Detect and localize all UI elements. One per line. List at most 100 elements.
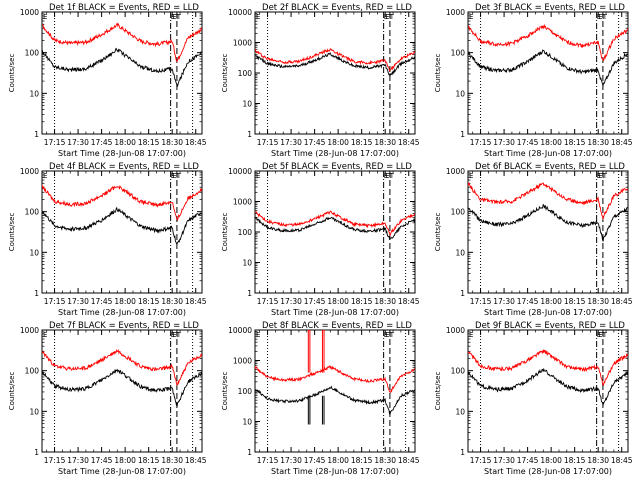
y-tick-label: 1: [34, 448, 39, 457]
chart-title: Det 6f BLACK = Events, RED = LLD: [475, 162, 625, 172]
events-series-line: [468, 367, 628, 406]
y-tick-label: 1000: [233, 198, 252, 207]
chart-title: Det 1f BLACK = Events, RED = LLD: [49, 3, 199, 13]
y-tick-label: 100: [451, 208, 466, 217]
end-marker-label: ET: [384, 13, 393, 21]
x-axis-label: Start Time (28-Jun-08 17:07:00): [58, 308, 186, 317]
y-axis-label: Counts/sec: [8, 54, 16, 93]
x-tick-label: 17:45: [91, 456, 113, 465]
x-tick-label: 18:00: [327, 138, 349, 147]
y-tick-label: 100: [451, 367, 466, 376]
end-marker-label: ET: [172, 172, 181, 180]
events-series-line: [468, 49, 628, 87]
y-tick-label: 10000: [228, 8, 252, 17]
start-marker-label: E: [43, 331, 47, 339]
start-marker-label: E: [256, 172, 260, 180]
y-tick-label: 1: [460, 289, 465, 298]
x-tick-label: 18:45: [398, 456, 420, 465]
x-tick-label: 18:15: [564, 297, 586, 306]
lld-series-line: [255, 48, 415, 72]
end-marker-label: ET: [171, 172, 180, 180]
x-tick-label: 17:15: [44, 297, 66, 306]
x-tick-label: 18:00: [327, 456, 349, 465]
y-tick-label: 10: [455, 407, 465, 416]
x-tick-label: 18:15: [138, 138, 160, 147]
y-tick-label: 10000: [228, 326, 252, 335]
lld-series-line: [42, 22, 202, 63]
x-tick-label: 18:15: [564, 138, 586, 147]
events-series-line: [468, 203, 628, 242]
lld-spike: [307, 330, 311, 373]
chart-title: Det 7f BLACK = Events, RED = LLD: [49, 321, 199, 331]
events-series-line: [42, 206, 202, 245]
end-marker-label: ET: [385, 172, 394, 180]
plot-frame: [467, 11, 629, 135]
y-tick-label: 100: [238, 69, 253, 78]
x-tick-label: 17:15: [470, 138, 492, 147]
x-tick-label: 18:00: [540, 297, 562, 306]
y-tick-label: 10000: [228, 167, 252, 176]
y-tick-label: 1: [460, 130, 465, 139]
x-axis-label: Start Time (28-Jun-08 17:07:00): [484, 467, 612, 476]
start-marker-label: E: [43, 172, 47, 180]
end-marker-label: ET: [597, 331, 606, 339]
x-tick-label: 17:45: [304, 297, 326, 306]
plot-frame: [467, 170, 629, 294]
y-tick-label: 1: [34, 289, 39, 298]
events-dropout: [321, 395, 325, 425]
y-tick-label: 100: [451, 49, 466, 58]
x-tick-label: 17:45: [517, 138, 539, 147]
detector-panel: Det 5f BLACK = Events, RED = LLD Counts/s…: [221, 162, 420, 317]
x-tick-label: 18:30: [374, 456, 396, 465]
events-dropout: [307, 395, 311, 425]
x-tick-label: 18:15: [564, 456, 586, 465]
start-marker-label: E: [469, 13, 473, 21]
y-tick-label: 1000: [20, 326, 39, 335]
lld-spike: [321, 330, 325, 373]
x-tick-label: 17:30: [280, 297, 302, 306]
x-axis-label: Start Time (28-Jun-08 17:07:00): [484, 308, 612, 317]
x-tick-label: 18:00: [327, 297, 349, 306]
x-tick-label: 18:30: [161, 456, 183, 465]
y-tick-label: 10: [242, 259, 252, 268]
start-marker-label: E: [469, 172, 473, 180]
lld-series-line: [468, 182, 628, 221]
end-marker-label: ET: [597, 172, 606, 180]
x-tick-label: 18:15: [351, 456, 373, 465]
y-axis-label: Counts/sec: [8, 213, 16, 252]
x-tick-label: 17:15: [470, 456, 492, 465]
x-tick-label: 17:30: [67, 138, 89, 147]
detector-panel: Det 7f BLACK = Events, RED = LLD Counts/s…: [8, 321, 207, 476]
y-tick-label: 100: [238, 387, 253, 396]
x-tick-label: 17:45: [304, 456, 326, 465]
y-tick-label: 1: [34, 130, 39, 139]
x-axis-label: Start Time (28-Jun-08 17:07:00): [271, 149, 399, 158]
x-axis-label: Start Time (28-Jun-08 17:07:00): [484, 149, 612, 158]
x-tick-label: 18:00: [540, 456, 562, 465]
x-tick-label: 18:45: [611, 456, 633, 465]
x-tick-label: 18:15: [351, 138, 373, 147]
end-marker-label: ET: [384, 172, 393, 180]
detector-panel: Det 8f BLACK = Events, RED = LLD Counts/s…: [221, 321, 420, 476]
y-tick-label: 10: [29, 248, 39, 257]
x-tick-label: 18:45: [398, 138, 420, 147]
chart-title: Det 8f BLACK = Events, RED = LLD: [262, 321, 412, 331]
x-tick-label: 17:30: [67, 456, 89, 465]
y-tick-label: 1000: [20, 8, 39, 17]
x-tick-label: 18:30: [161, 297, 183, 306]
x-tick-label: 18:45: [185, 138, 207, 147]
y-tick-label: 1: [460, 448, 465, 457]
x-axis-label: Start Time (28-Jun-08 17:07:00): [271, 467, 399, 476]
end-marker-label: ET: [171, 331, 180, 339]
plot-frame: [41, 170, 203, 294]
lld-series-line: [468, 349, 628, 387]
x-tick-label: 18:45: [398, 297, 420, 306]
end-marker-label: ET: [172, 13, 181, 21]
y-tick-label: 10: [29, 407, 39, 416]
x-tick-label: 17:30: [493, 297, 515, 306]
x-tick-label: 17:15: [257, 297, 279, 306]
y-axis-label: Counts/sec: [434, 213, 442, 252]
chart-title: Det 5f BLACK = Events, RED = LLD: [262, 162, 412, 172]
x-tick-label: 18:30: [587, 138, 609, 147]
x-tick-label: 18:00: [540, 138, 562, 147]
